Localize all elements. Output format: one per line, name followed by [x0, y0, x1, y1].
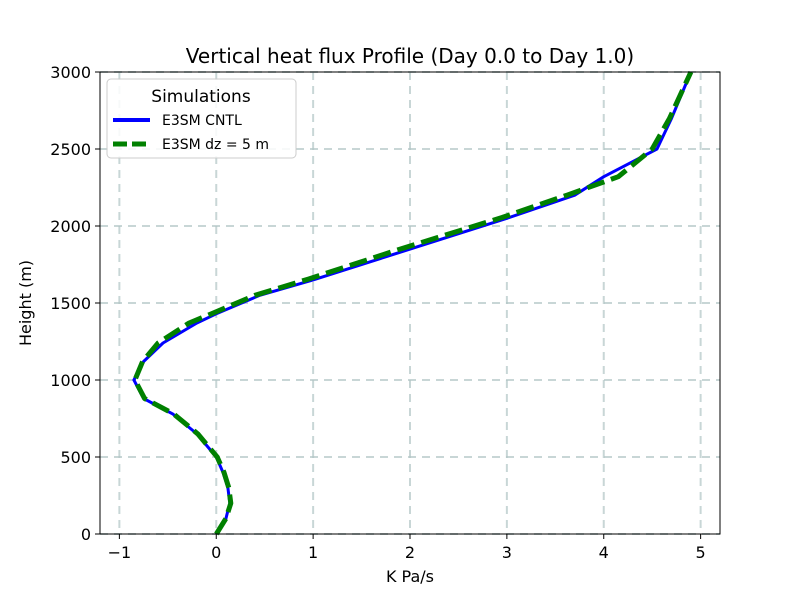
legend: Simulations E3SM CNTL E3SM dz = 5 m — [106, 78, 297, 159]
series-layer — [132, 70, 694, 536]
x-tick-label: −1 — [108, 543, 132, 562]
legend-title: Simulations — [151, 87, 251, 107]
y-axis-label: Height (m) — [16, 260, 35, 346]
legend-label-e3sm-cntl: E3SM CNTL — [162, 113, 242, 129]
y-tick-label: 2000 — [50, 217, 91, 236]
y-tick-label: 0 — [81, 525, 91, 544]
x-tick-label: 5 — [696, 543, 706, 562]
series-line-e3sm-dz5 — [132, 70, 694, 536]
x-tick-label: 4 — [599, 543, 609, 562]
x-tick-label: 2 — [405, 543, 415, 562]
x-tick-label: 1 — [308, 543, 318, 562]
legend-label-e3sm-dz5: E3SM dz = 5 m — [162, 137, 269, 153]
x-axis-label: K Pa/s — [386, 567, 434, 586]
y-tick-label: 1500 — [50, 294, 91, 313]
legend-box — [106, 78, 297, 159]
y-tick-label: 3000 — [50, 63, 91, 82]
x-tick-label: 3 — [502, 543, 512, 562]
x-tick-label: 0 — [211, 543, 221, 562]
y-tick-label: 2500 — [50, 140, 91, 159]
y-tick-label: 500 — [60, 448, 91, 467]
y-tick-label: 1000 — [50, 371, 91, 390]
tick-layer: −1 0 1 2 3 4 5 0 500 1000 1500 2000 2500 3000 — [50, 63, 705, 562]
chart-title: Vertical heat flux Profile (Day 0.0 to D… — [186, 44, 634, 68]
